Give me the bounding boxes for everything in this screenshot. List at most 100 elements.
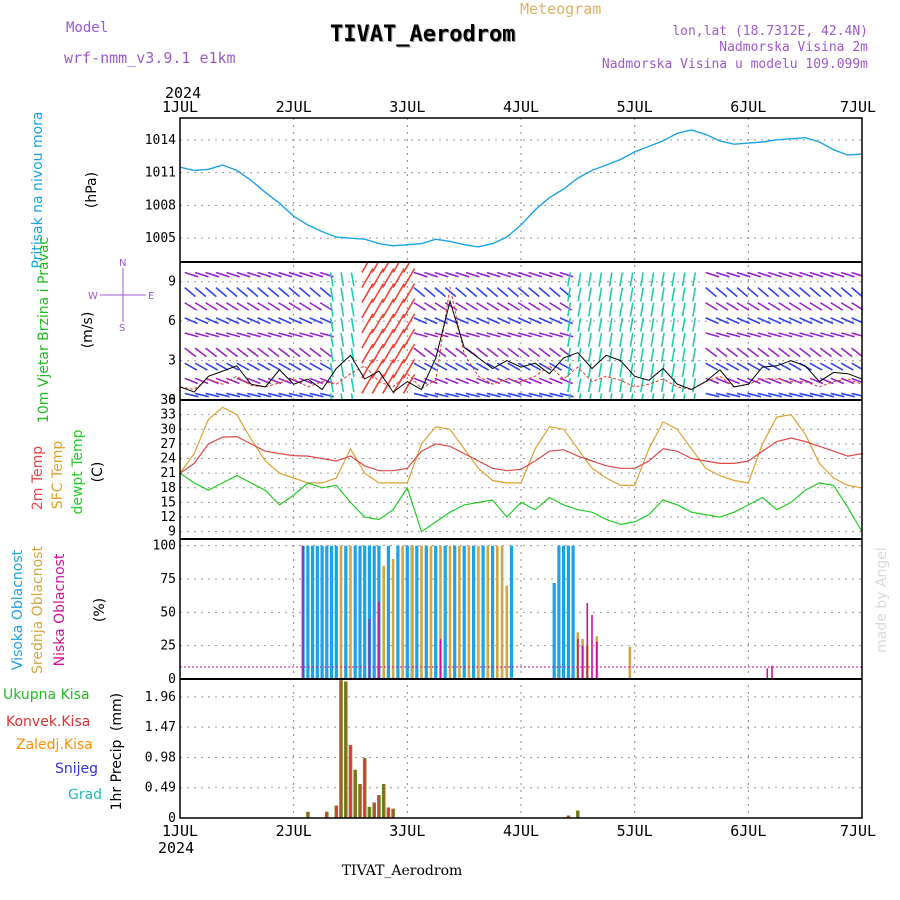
wind-arrow xyxy=(382,313,395,334)
outer-frame xyxy=(179,117,863,819)
wind-arrow xyxy=(423,287,436,298)
y-tick-label: 21 xyxy=(160,466,176,481)
wind-arrow xyxy=(288,271,303,278)
wind-arrow xyxy=(567,272,572,287)
wind-arrow xyxy=(517,287,530,298)
wind-arrow xyxy=(340,393,343,400)
wind-arrow xyxy=(382,373,395,394)
wind-arrow xyxy=(413,302,427,311)
wind-arrow xyxy=(486,287,499,298)
cloud-bar xyxy=(382,565,385,679)
cloud-bar xyxy=(486,545,490,679)
wind-arrow xyxy=(598,378,603,393)
wind-arrow xyxy=(809,302,823,311)
wind-arrow xyxy=(726,271,741,278)
t2m-title: 2m Temp xyxy=(30,446,46,510)
x-tick-label: 3JUL xyxy=(389,98,425,116)
y-tick-label: 50 xyxy=(160,605,176,620)
wind-arrow xyxy=(298,362,312,371)
wind-arrow xyxy=(671,332,676,347)
sfc-temp-title: SFC Temp xyxy=(50,441,66,510)
wind-arrow xyxy=(423,302,437,311)
wind-arrow xyxy=(798,347,812,358)
wind-arrow xyxy=(413,332,428,338)
wind-arrow xyxy=(382,358,395,379)
wind-arrow xyxy=(757,317,771,325)
cloud-bar xyxy=(358,545,362,679)
wind-arrow xyxy=(608,347,613,363)
x-tick-label: 7JUL xyxy=(840,98,876,116)
x-tick-label: 5JUL xyxy=(617,98,653,116)
cloud-panel: 0 25 50 75 100 Visoka Oblacnost Srednja Obla… xyxy=(10,539,862,687)
elevation-label: Nadmorska Visina 2m xyxy=(719,40,868,55)
wind-arrow xyxy=(692,317,697,332)
wind-arrow xyxy=(517,317,532,325)
wind-arrow xyxy=(497,271,511,278)
wind-arrow xyxy=(559,271,574,278)
wind-arrow xyxy=(413,347,426,358)
wind-arrow xyxy=(434,302,448,311)
wind-arrow xyxy=(599,393,603,400)
wind-arrow xyxy=(671,363,676,378)
wind-arrow xyxy=(476,332,491,338)
wind-arrow xyxy=(609,393,613,400)
wind-arrow xyxy=(205,317,219,325)
wind-arrow xyxy=(726,392,741,398)
wind-arrow xyxy=(497,377,511,385)
wind-arrow xyxy=(620,393,624,400)
wind-arrow xyxy=(350,378,355,393)
cloud-bar xyxy=(581,645,584,679)
wind-arrow xyxy=(587,317,592,332)
wind-arrow xyxy=(726,362,740,371)
y-tick-label: 1.47 xyxy=(145,720,176,735)
precip-conv-bar xyxy=(378,795,380,818)
wind-arrow xyxy=(371,268,384,289)
wind-arrow xyxy=(528,392,543,398)
y-tick-label: 36 xyxy=(160,393,176,408)
wind-arrow xyxy=(598,363,603,378)
wind-arrow xyxy=(402,298,416,319)
precip-y-ticks: 0 0.49 0.98 1.47 1.96 xyxy=(145,690,176,826)
wind-arrow xyxy=(528,271,543,278)
wind-arrow xyxy=(267,332,282,338)
wind-arrow xyxy=(559,332,574,338)
wind-arrow xyxy=(830,287,843,298)
wind-arrow xyxy=(475,287,488,298)
precip-conv-bar xyxy=(567,815,569,818)
wind-arrow xyxy=(681,363,686,378)
wind-arrow xyxy=(559,377,574,385)
wind-arrow xyxy=(299,332,314,338)
wind-arrow xyxy=(226,317,240,325)
wind-arrow xyxy=(382,268,395,289)
wind-arrow xyxy=(820,271,834,278)
wind-arrow xyxy=(681,347,686,363)
wind-arrow xyxy=(309,392,324,398)
wind-arrow xyxy=(329,347,334,363)
cloud-bar xyxy=(571,545,575,679)
precip-conv-bar xyxy=(349,745,352,818)
wind-arrow xyxy=(392,358,405,379)
y-tick-label: 1008 xyxy=(145,198,176,213)
wind-arrow xyxy=(329,287,334,302)
wind-arrow xyxy=(194,347,207,358)
wind-arrow xyxy=(226,332,241,338)
wind-arrow xyxy=(184,347,197,358)
wind-arrow xyxy=(619,302,624,317)
wind-arrow xyxy=(788,332,803,338)
wind-arrow xyxy=(619,272,624,287)
wind-arrow xyxy=(705,287,717,298)
wind-arrow xyxy=(840,287,853,298)
precip-conv-bar xyxy=(373,802,375,818)
cloud-bar xyxy=(477,545,480,679)
wind-arrow xyxy=(361,343,374,364)
wind-arrow xyxy=(757,347,770,358)
wind-arrow xyxy=(851,392,862,397)
y-tick-label: 0.49 xyxy=(145,781,176,796)
wind-arrow xyxy=(608,332,613,347)
cloud-bar xyxy=(562,545,566,679)
wind-arrow xyxy=(455,332,470,338)
wind-arrow xyxy=(298,302,312,311)
wind-arrow xyxy=(799,377,813,385)
cloud-bar xyxy=(363,545,367,679)
